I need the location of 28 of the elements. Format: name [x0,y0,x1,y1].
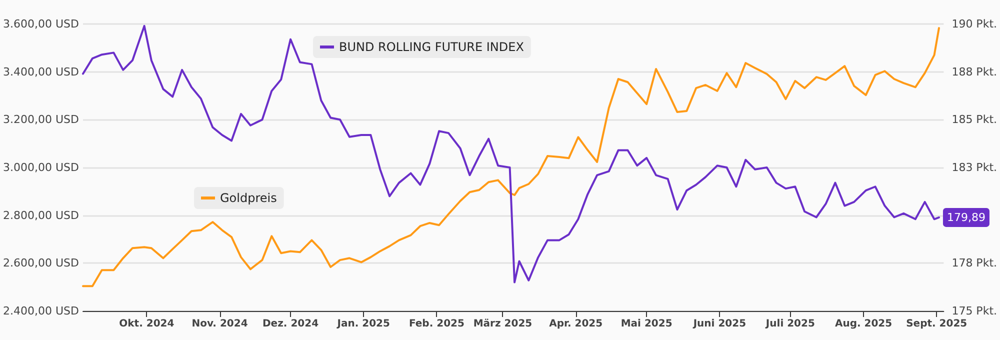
y2-tick-label: 188 Pkt. [952,65,998,78]
y2-tick-label: 178 Pkt. [952,256,998,270]
y-tick-label: 3.400,00 USD [3,65,79,78]
x-tick-label: Aug. 2025 [834,318,892,330]
x-tick-label: Feb. 2025 [408,318,464,330]
x-tick-label: Dez. 2024 [262,318,319,330]
y-tick-label: 2.800,00 USD [3,208,79,222]
x-tick-label: Apr. 2025 [549,318,603,330]
x-tick-label: Okt. 2024 [119,318,174,330]
x-tick-label: Nov. 2024 [192,318,248,330]
y-tick-label: 3.200,00 USD [3,113,79,126]
x-tick-label: Juni 2025 [692,318,746,330]
y-tick-label: 3.000,00 USD [3,161,79,174]
x-tick-label: März 2025 [473,318,532,330]
x-tick-label: Jan. 2025 [336,318,390,330]
y-tick-label: 2.600,00 USD [3,256,79,270]
legend-label: BUND ROLLING FUTURE INDEX [339,40,524,54]
y-tick-label: 2.400,00 USD [3,304,79,318]
x-tick-label: Sept. 2025 [906,318,968,330]
data-label: 179,89 [946,210,986,224]
legend-label: Goldpreis [220,191,277,205]
y2-tick-label: 183 Pkt. [952,161,998,174]
x-tick-label: Mai 2025 [620,318,672,330]
y2-tick-label: 190 Pkt. [952,18,998,30]
y2-tick-label: 185 Pkt. [952,113,998,126]
x-tick-label: Juli 2025 [764,318,815,330]
y2-tick-label: 175 Pkt. [952,304,998,318]
y-tick-label: 3.600,00 USD [3,18,79,30]
